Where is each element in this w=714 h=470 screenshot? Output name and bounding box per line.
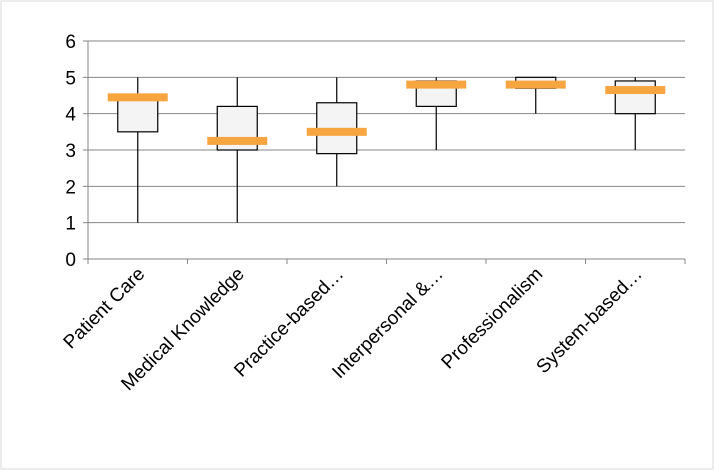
y-tick-label: 3 [65,141,76,162]
y-tick-label: 0 [65,250,76,271]
y-tick-label: 5 [65,68,76,89]
mean-marker [207,136,268,145]
mean-marker [605,86,666,95]
y-tick-label: 6 [65,32,76,53]
y-tick-label: 4 [65,105,76,126]
y-tick-label: 1 [65,214,76,235]
mean-marker [306,127,367,136]
mean-marker [406,80,467,89]
box [614,80,656,115]
y-tick-label: 2 [65,177,76,198]
mean-marker [505,80,566,89]
mean-marker [107,93,168,102]
box [117,94,159,133]
